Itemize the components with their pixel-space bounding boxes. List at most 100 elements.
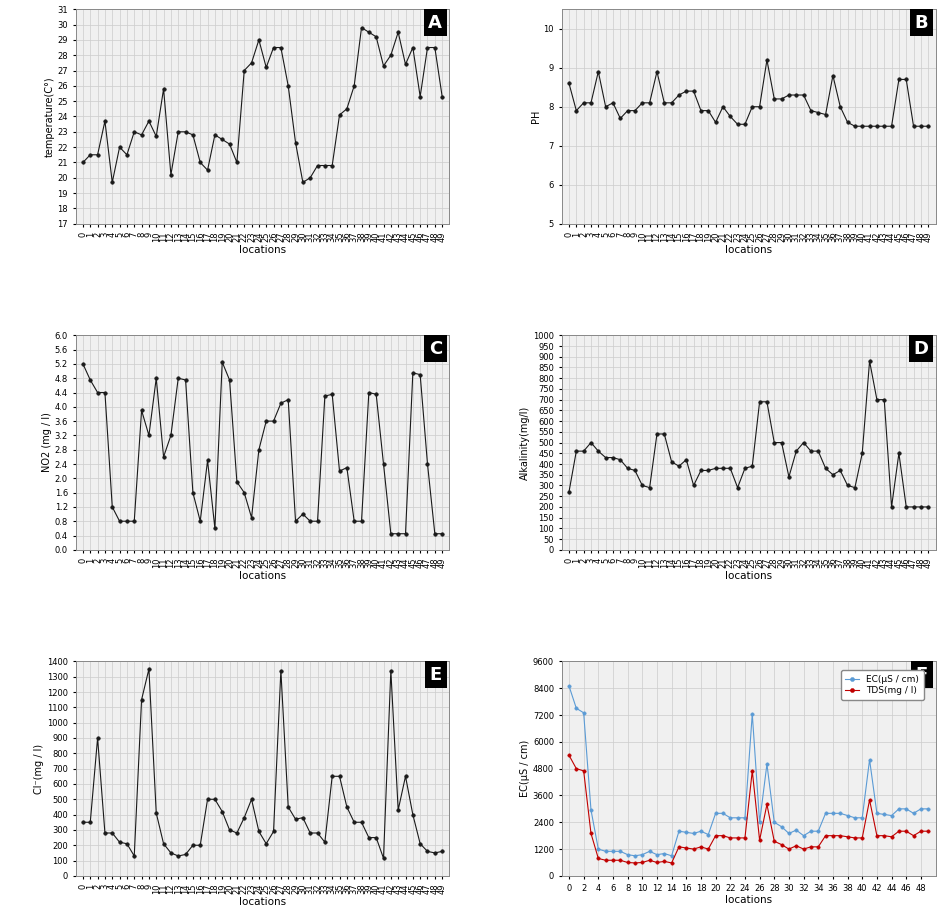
Legend: EC(μS / cm), TDS(mg / l): EC(μS / cm), TDS(mg / l) xyxy=(840,670,922,700)
Text: D: D xyxy=(912,339,927,358)
EC(μS / cm) xyxy=(702,829,714,840)
TDS(mg / l) xyxy=(855,833,867,844)
TDS(mg / l) xyxy=(753,834,765,845)
EC(μS / cm) xyxy=(599,845,611,857)
TDS(mg / l) xyxy=(672,841,683,852)
Y-axis label: Alkalinity(mg/l): Alkalinity(mg/l) xyxy=(520,406,530,479)
TDS(mg / l) xyxy=(863,795,874,806)
TDS(mg / l) xyxy=(790,840,801,851)
X-axis label: locations: locations xyxy=(239,245,286,254)
TDS(mg / l) xyxy=(658,856,669,867)
TDS(mg / l) xyxy=(900,826,911,837)
TDS(mg / l) xyxy=(797,844,808,855)
EC(μS / cm) xyxy=(621,849,632,860)
TDS(mg / l) xyxy=(892,826,903,837)
EC(μS / cm) xyxy=(885,810,896,822)
TDS(mg / l) xyxy=(907,830,919,841)
TDS(mg / l) xyxy=(709,830,720,841)
Text: B: B xyxy=(914,14,927,31)
TDS(mg / l) xyxy=(724,833,735,844)
EC(μS / cm) xyxy=(614,845,625,857)
TDS(mg / l) xyxy=(592,853,603,864)
TDS(mg / l) xyxy=(746,765,757,776)
TDS(mg / l) xyxy=(563,750,574,761)
TDS(mg / l) xyxy=(767,835,779,846)
EC(μS / cm) xyxy=(790,824,801,835)
EC(μS / cm) xyxy=(687,828,699,839)
EC(μS / cm) xyxy=(578,707,589,718)
Y-axis label: NO2 (mg / l): NO2 (mg / l) xyxy=(42,413,52,472)
Line: TDS(mg / l): TDS(mg / l) xyxy=(566,753,929,865)
EC(μS / cm) xyxy=(761,759,772,770)
EC(μS / cm) xyxy=(819,808,831,819)
Text: C: C xyxy=(429,339,442,358)
EC(μS / cm) xyxy=(592,844,603,855)
EC(μS / cm) xyxy=(666,850,677,861)
EC(μS / cm) xyxy=(724,812,735,823)
TDS(mg / l) xyxy=(578,765,589,776)
TDS(mg / l) xyxy=(834,830,845,841)
EC(μS / cm) xyxy=(672,826,683,837)
TDS(mg / l) xyxy=(687,844,699,855)
EC(μS / cm) xyxy=(834,808,845,819)
EC(μS / cm) xyxy=(878,809,889,820)
TDS(mg / l) xyxy=(570,763,582,774)
TDS(mg / l) xyxy=(921,826,933,837)
EC(μS / cm) xyxy=(900,803,911,814)
EC(μS / cm) xyxy=(738,812,750,823)
EC(μS / cm) xyxy=(804,826,816,837)
X-axis label: locations: locations xyxy=(724,571,771,581)
EC(μS / cm) xyxy=(629,850,640,861)
EC(μS / cm) xyxy=(892,803,903,814)
TDS(mg / l) xyxy=(614,855,625,866)
EC(μS / cm) xyxy=(767,817,779,828)
TDS(mg / l) xyxy=(621,857,632,868)
TDS(mg / l) xyxy=(826,830,837,841)
EC(μS / cm) xyxy=(709,808,720,819)
Line: EC(μS / cm): EC(μS / cm) xyxy=(566,684,929,857)
EC(μS / cm) xyxy=(812,826,823,837)
EC(μS / cm) xyxy=(775,822,786,833)
TDS(mg / l) xyxy=(695,841,706,852)
Text: E: E xyxy=(430,666,442,684)
EC(μS / cm) xyxy=(636,849,648,860)
EC(μS / cm) xyxy=(863,754,874,765)
TDS(mg / l) xyxy=(878,830,889,841)
TDS(mg / l) xyxy=(607,855,618,866)
TDS(mg / l) xyxy=(680,843,691,854)
EC(μS / cm) xyxy=(563,680,574,692)
EC(μS / cm) xyxy=(907,808,919,819)
EC(μS / cm) xyxy=(849,812,860,823)
TDS(mg / l) xyxy=(783,844,794,855)
Y-axis label: Cl⁻(mg / l): Cl⁻(mg / l) xyxy=(34,743,44,794)
TDS(mg / l) xyxy=(732,833,743,844)
EC(μS / cm) xyxy=(658,848,669,859)
X-axis label: locations: locations xyxy=(239,897,286,907)
TDS(mg / l) xyxy=(738,833,750,844)
EC(μS / cm) xyxy=(643,845,654,857)
TDS(mg / l) xyxy=(650,857,662,868)
TDS(mg / l) xyxy=(584,828,596,839)
EC(μS / cm) xyxy=(870,808,882,819)
TDS(mg / l) xyxy=(643,855,654,866)
EC(μS / cm) xyxy=(570,703,582,714)
EC(μS / cm) xyxy=(841,810,852,822)
EC(μS / cm) xyxy=(607,845,618,857)
Y-axis label: EC(μS / cm): EC(μS / cm) xyxy=(519,740,530,798)
TDS(mg / l) xyxy=(819,830,831,841)
Y-axis label: temperature(C°): temperature(C°) xyxy=(44,77,55,157)
TDS(mg / l) xyxy=(636,857,648,868)
EC(μS / cm) xyxy=(716,808,728,819)
EC(μS / cm) xyxy=(650,849,662,860)
EC(μS / cm) xyxy=(914,803,925,814)
TDS(mg / l) xyxy=(629,857,640,869)
TDS(mg / l) xyxy=(716,830,728,841)
Text: A: A xyxy=(428,14,442,31)
TDS(mg / l) xyxy=(804,841,816,852)
EC(μS / cm) xyxy=(797,830,808,841)
X-axis label: locations: locations xyxy=(724,895,771,905)
X-axis label: locations: locations xyxy=(724,245,771,254)
TDS(mg / l) xyxy=(841,832,852,843)
EC(μS / cm) xyxy=(584,805,596,816)
TDS(mg / l) xyxy=(666,857,677,869)
